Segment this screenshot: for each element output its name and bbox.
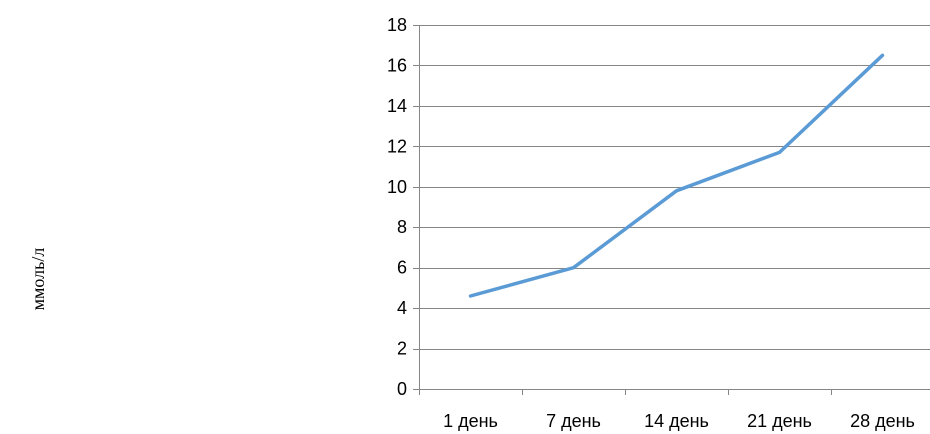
- y-tick-label: 14: [387, 96, 407, 116]
- gridlines: [419, 25, 930, 350]
- y-tick-label: 16: [387, 55, 407, 75]
- x-tick-label: 28 день: [850, 411, 915, 431]
- y-tick-label: 8: [397, 217, 407, 237]
- y-tick-label: 4: [397, 298, 407, 318]
- x-tick-label: 21 день: [747, 411, 812, 431]
- series-lines: [468, 53, 885, 298]
- y-axis-label: ммоль/л: [28, 248, 48, 311]
- y-tick-label: 2: [397, 339, 407, 359]
- y-tick-label: 12: [387, 136, 407, 156]
- y-tick-label: 18: [387, 15, 407, 35]
- x-tick-label: 14 день: [644, 411, 709, 431]
- y-tick-label: 6: [397, 258, 407, 278]
- y-tick-label: 0: [397, 379, 407, 399]
- x-tick-label: 1 день: [443, 411, 498, 431]
- x-tick-labels: 1 день 7 день 14 день 21 день 28 день: [443, 411, 915, 431]
- y-tick-labels: 0 2 4 6 8 10 12 14 16 18: [387, 15, 407, 399]
- x-tick-label: 7 день: [546, 411, 601, 431]
- y-tick-label: 10: [387, 177, 407, 197]
- series-line: [468, 53, 885, 298]
- axes: [413, 25, 930, 395]
